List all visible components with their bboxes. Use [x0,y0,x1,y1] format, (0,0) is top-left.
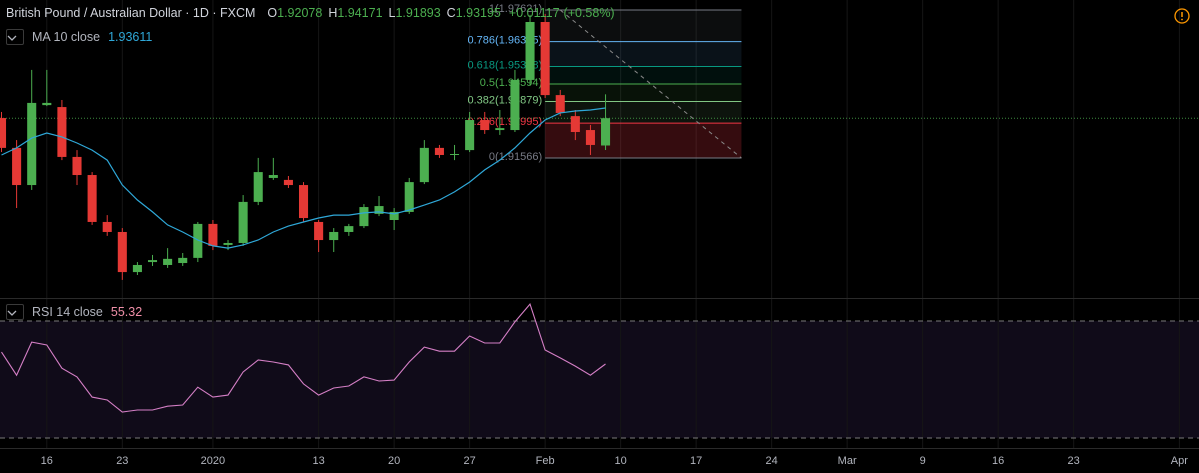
candle-body [208,223,218,246]
ma-line [1,107,606,249]
change-percent: (+0.58%) [563,6,615,20]
ohlc-value: 1.92078 [277,6,323,20]
ohlc-item: O1.92078 [267,6,322,20]
candle-body [570,116,580,132]
fib-band [545,41,742,67]
ohlc-value: 1.91893 [395,6,441,20]
x-tick-label: 23 [116,455,128,467]
candle-body [555,95,565,113]
candle-body [450,154,460,155]
ohlc-legend: O1.92078 H1.94171 L1.91893 C1.93195 [267,6,501,20]
collapse-button[interactable] [6,29,24,45]
fib-label: 0.786(1.96325) [468,35,543,47]
candle-body [374,206,384,214]
ohlc-value: 1.94171 [337,6,383,20]
candle-body [27,102,37,186]
candle-body [57,107,67,157]
ma-legend: MA 10 close 1.93611 [6,29,152,45]
candle-body [404,182,414,212]
ma-name: MA 10 close [32,30,101,44]
x-tick-label: 20 [388,455,400,467]
ohlc-label: L [388,6,396,20]
change: +0.01117 [508,6,560,20]
candle-body [314,221,324,241]
candle-body [298,185,309,219]
candle-body [465,120,475,151]
rsi-value: 55.32 [110,305,143,319]
ohlc-label: H [328,6,338,20]
rsi-legend: RSI 14 close 55.32 [6,304,142,320]
candle-body [283,179,293,186]
ma-value: 1.93611 [108,30,153,44]
fib-band [545,83,742,102]
x-tick-label: 16 [41,455,53,467]
ohlc-item: H1.94171 [328,6,382,20]
rsi-line [1,302,606,413]
candle-body [434,147,444,155]
x-tick-label: Feb [536,455,555,467]
candle-body [223,242,233,245]
fib-label: 0.382(1.93879) [468,94,543,106]
fib-label: 0.618(1.95308) [468,59,543,71]
x-tick-label: Apr [1171,455,1188,467]
rsi-band [0,321,1199,439]
candle-body [0,118,7,148]
fib-trend-line [559,9,742,159]
x-tick-label: 10 [615,455,627,467]
x-tick-label: 17 [690,455,702,467]
fib-band [545,9,742,42]
candle-body [193,223,203,258]
candle-body [510,79,520,131]
fib-label: 1(1.97621) [489,3,542,15]
fib-label: 0(1.91566) [489,151,542,163]
candle-body [585,130,595,145]
candle-body [525,22,535,80]
chart-title: British Pound / Australian Dollar · 1D ·… [6,6,256,20]
candle-body [480,120,490,131]
x-tick-label: 24 [766,455,778,467]
candle-body [132,264,142,273]
candle-body [329,231,339,241]
candle-body [12,147,22,186]
candle-body [163,258,173,265]
candle-body [344,226,354,232]
x-tick-label: 2020 [201,455,225,467]
candle-body [601,118,611,146]
candle-body [419,147,429,183]
candle-body [72,156,82,176]
candle-body [389,211,399,220]
ohlc-item: L1.91893 [389,6,441,20]
candle-body [117,231,127,273]
ohlc-item: C1.93195 [447,6,501,20]
x-tick-label: 16 [992,455,1004,467]
collapse-button[interactable] [6,304,24,320]
x-tick-label: 13 [313,455,325,467]
ohlc-label: O [267,6,278,20]
alert-icon[interactable] [1173,7,1191,25]
fib-band [545,66,742,84]
ohlc-label: C [446,6,456,20]
candle-body [42,102,52,106]
candle-body [359,207,369,227]
candle-body [102,221,112,232]
header: British Pound / Australian Dollar · 1D ·… [6,6,615,20]
x-tick-label: 9 [920,455,926,467]
candle-body [87,175,97,222]
candle-body [253,172,263,202]
candle-body [268,175,278,178]
x-tick-label: 27 [464,455,476,467]
candle-body [238,201,248,243]
x-tick-label: 23 [1068,455,1080,467]
candle-body [147,260,158,263]
rsi-name: RSI 14 close [32,305,103,319]
ohlc-value: 1.93195 [455,6,501,20]
candle-body [178,257,188,264]
candle-body [495,128,505,131]
candle-body [540,22,550,96]
x-tick-label: Mar [838,455,857,467]
